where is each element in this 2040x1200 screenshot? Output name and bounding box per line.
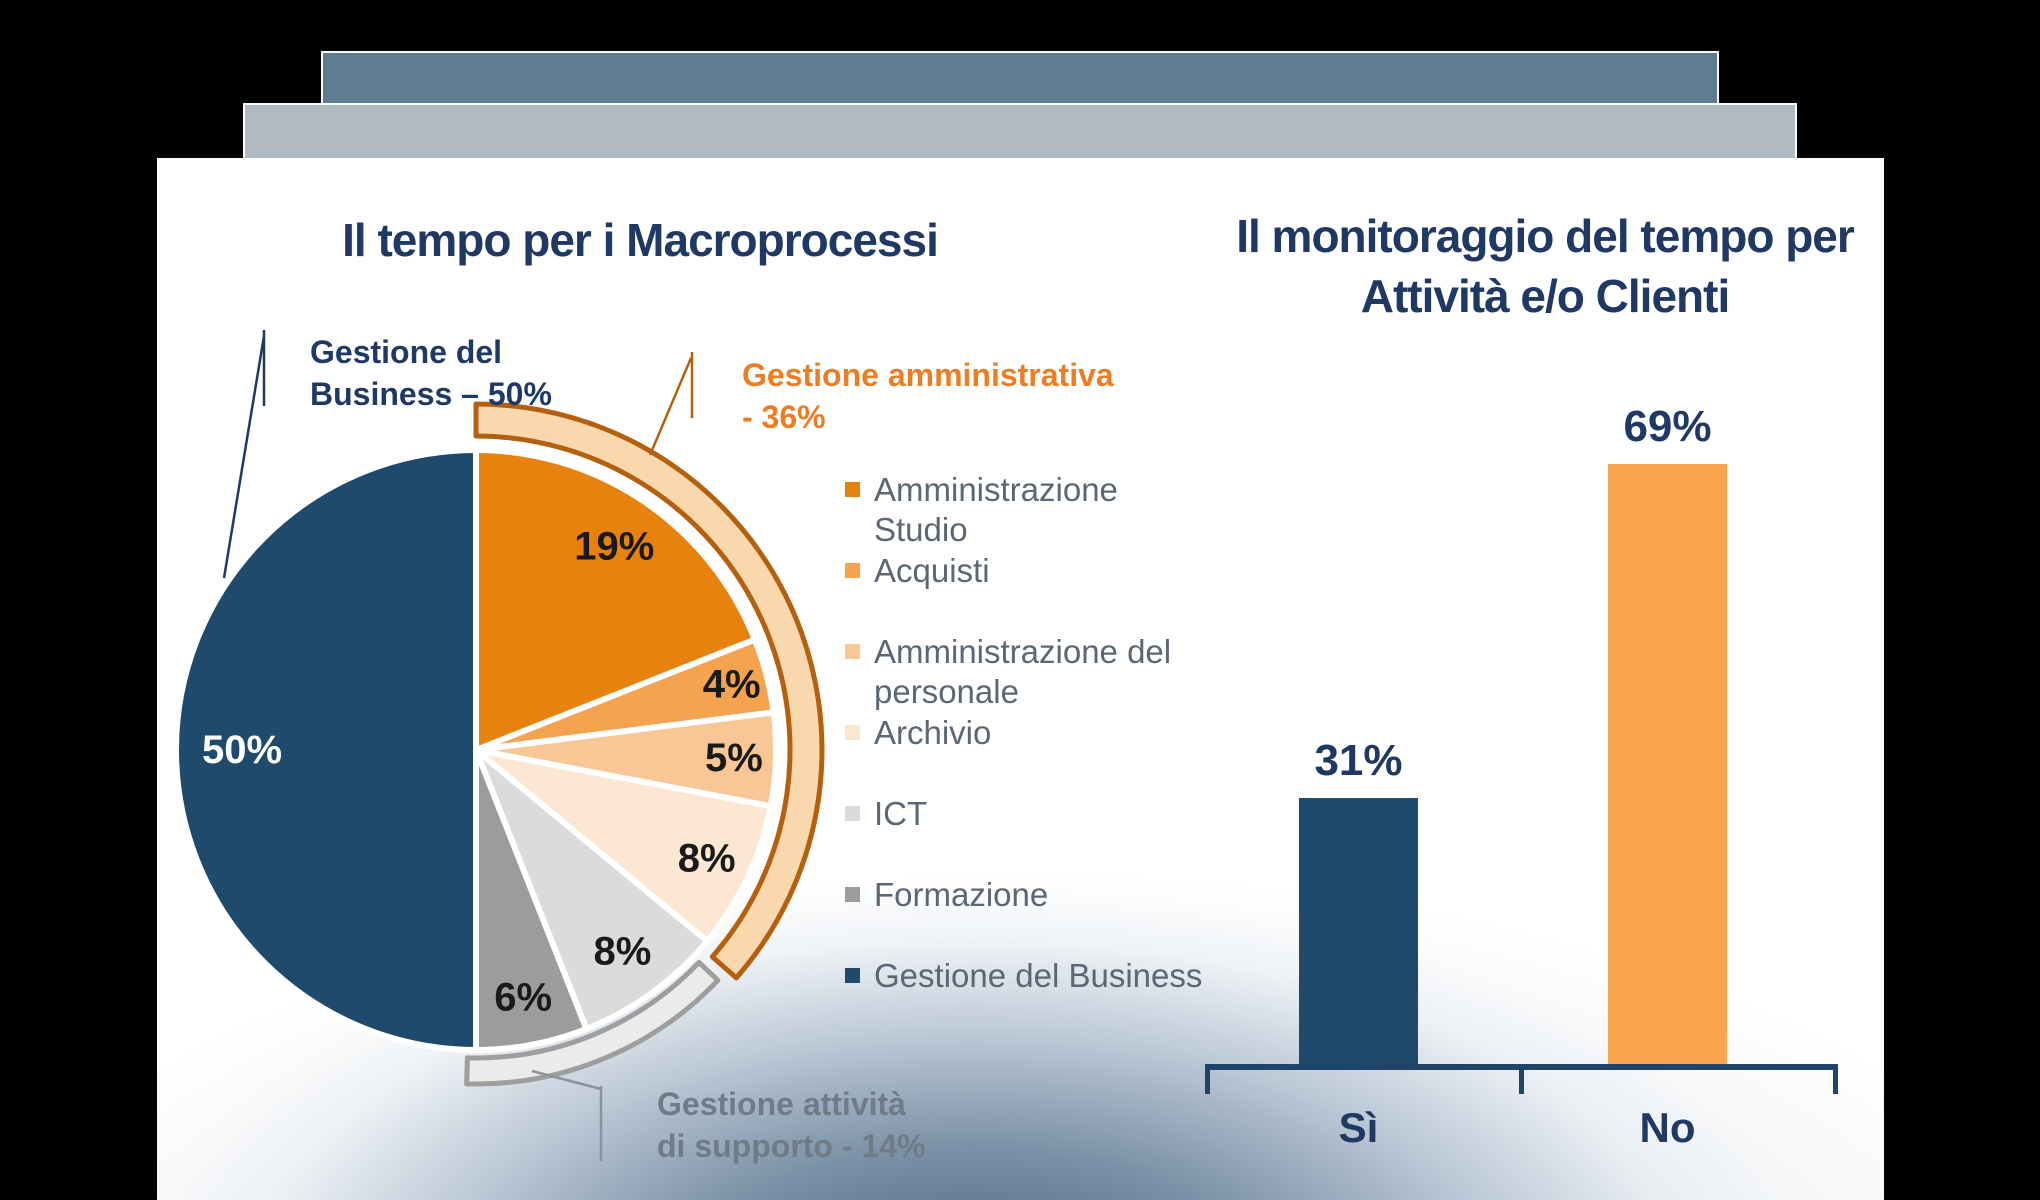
annotation-supporto-line1: Gestione attività <box>657 1086 906 1122</box>
annotation-amministrativa: Gestione amministrativa - 36% <box>742 354 1114 438</box>
legend-item-6: Gestione del Business <box>845 956 1204 1037</box>
annotation-business-line2: Business – 50% <box>310 376 552 412</box>
deck-front-edge <box>243 103 1797 160</box>
legend-label-1: Acquisti <box>874 552 990 589</box>
right-chart-title-line2: Attività e/o Clienti <box>1360 270 1730 322</box>
legend-swatch-3 <box>845 725 860 740</box>
legend-swatch-0 <box>845 482 860 497</box>
annotation-business: Gestione del Business – 50% <box>310 331 552 415</box>
legend-item-5: Formazione <box>845 875 1204 956</box>
legend-label-0: Amministrazione Studio <box>874 471 1118 548</box>
legend-swatch-6 <box>845 968 860 983</box>
deck-back-edge <box>321 51 1719 105</box>
legend-swatch-2 <box>845 644 860 659</box>
legend-label-3: Archivio <box>874 714 992 751</box>
bar-value-no: 69% <box>1623 402 1712 451</box>
right-chart-title-line1: Il monitoraggio del tempo per <box>1236 210 1855 262</box>
annotation-amministrativa-line2: - 36% <box>742 399 826 435</box>
right-chart-title: Il monitoraggio del tempo per Attività e… <box>1195 206 1895 326</box>
annotation-business-line1: Gestione del <box>310 334 503 370</box>
legend-item-0: Amministrazione Studio <box>845 470 1204 551</box>
bar-label-no: No <box>1639 1104 1696 1151</box>
legend-item-4: ICT <box>845 794 1204 875</box>
annotation-supporto: Gestione attività di supporto - 14% <box>657 1083 925 1167</box>
x-axis-tick-middle <box>1519 1064 1524 1094</box>
bar-value-si: 31% <box>1314 736 1403 785</box>
legend-item-2: Amministrazione del personale <box>845 632 1204 713</box>
legend-item-1: Acquisti <box>845 551 1204 632</box>
legend-label-6: Gestione del Business <box>874 957 1203 994</box>
x-axis-tick-right <box>1833 1064 1838 1094</box>
legend-swatch-1 <box>845 563 860 578</box>
x-axis-tick-left <box>1205 1064 1210 1094</box>
bar-label-si: Sì <box>1338 1104 1379 1151</box>
legend-swatch-4 <box>845 806 860 821</box>
bar-si <box>1299 798 1418 1070</box>
pie-legend: Amministrazione Studio Acquisti Amministra… <box>845 470 1204 1037</box>
legend-label-5: Formazione <box>874 876 1049 913</box>
annotation-supporto-line2: di supporto - 14% <box>657 1128 926 1164</box>
legend-label-4: ICT <box>874 795 928 832</box>
legend-swatch-5 <box>845 887 860 902</box>
legend-item-3: Archivio <box>845 713 1204 794</box>
bar-no <box>1608 464 1727 1070</box>
legend-label-2: Amministrazione del personale <box>874 633 1172 710</box>
left-chart-title: Il tempo per i Macroprocessi <box>342 214 939 266</box>
annotation-amministrativa-line1: Gestione amministrativa <box>742 357 1114 393</box>
